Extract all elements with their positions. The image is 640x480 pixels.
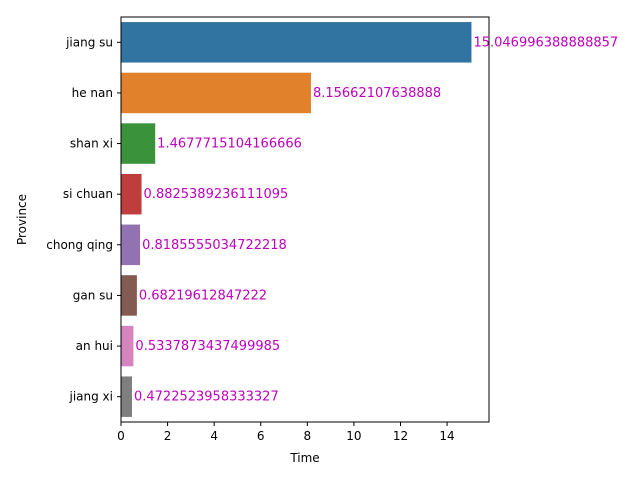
value-labels-group: 15.046996388888857 8.15662107638888 1.4677… [134, 35, 618, 404]
x-tick-label: 10 [346, 429, 361, 443]
bar-shan-xi [121, 123, 156, 164]
bars-group [121, 22, 472, 417]
y-tick-label: chong qing [46, 238, 113, 252]
y-tick-label: he nan [72, 86, 113, 100]
value-label-he-nan: 8.15662107638888 [313, 86, 441, 101]
value-label-si-chuan: 0.8825389236111095 [144, 187, 289, 202]
plot-frame [120, 16, 490, 423]
y-tick-label: jiang xi [69, 390, 114, 404]
y-axis-ticks: jiang su he nan shan xi si chuan chong qing g… [46, 35, 121, 404]
x-tick-label: 4 [210, 429, 218, 443]
bar-jiang-su [121, 22, 472, 63]
x-axis-label: Time [289, 451, 319, 465]
value-label-chong-qing: 0.8185555034722218 [142, 238, 287, 253]
bar-jiang-xi [121, 376, 132, 417]
y-tick-label: an hui [76, 339, 113, 353]
x-tick-label: 8 [304, 429, 312, 443]
y-tick-label: si chuan [63, 187, 113, 201]
y-axis-label: Province [15, 194, 29, 245]
value-label-shan-xi: 1.4677715104166666 [157, 137, 302, 152]
bar-an-hui [121, 325, 134, 367]
bar-gan-su [121, 275, 137, 316]
y-tick-label: gan su [73, 288, 113, 302]
x-axis-ticks: 0 2 4 6 8 10 12 14 [117, 422, 455, 443]
value-label-an-hui: 0.5337873437499985 [135, 339, 280, 354]
bar-he-nan [121, 72, 311, 114]
bar-chong-qing [121, 224, 141, 266]
x-tick-label: 0 [117, 429, 125, 443]
x-tick-label: 12 [393, 429, 408, 443]
x-tick-label: 14 [439, 429, 454, 443]
y-tick-label: shan xi [70, 137, 113, 151]
value-label-jiang-su: 15.046996388888857 [473, 35, 618, 50]
value-label-gan-su: 0.68219612847222 [139, 288, 267, 303]
x-tick-label: 6 [257, 429, 265, 443]
y-tick-label: jiang su [65, 35, 113, 49]
value-label-jiang-xi: 0.4722523958333327 [134, 390, 279, 405]
bar-si-chuan [121, 173, 142, 215]
x-tick-label: 2 [164, 429, 172, 443]
